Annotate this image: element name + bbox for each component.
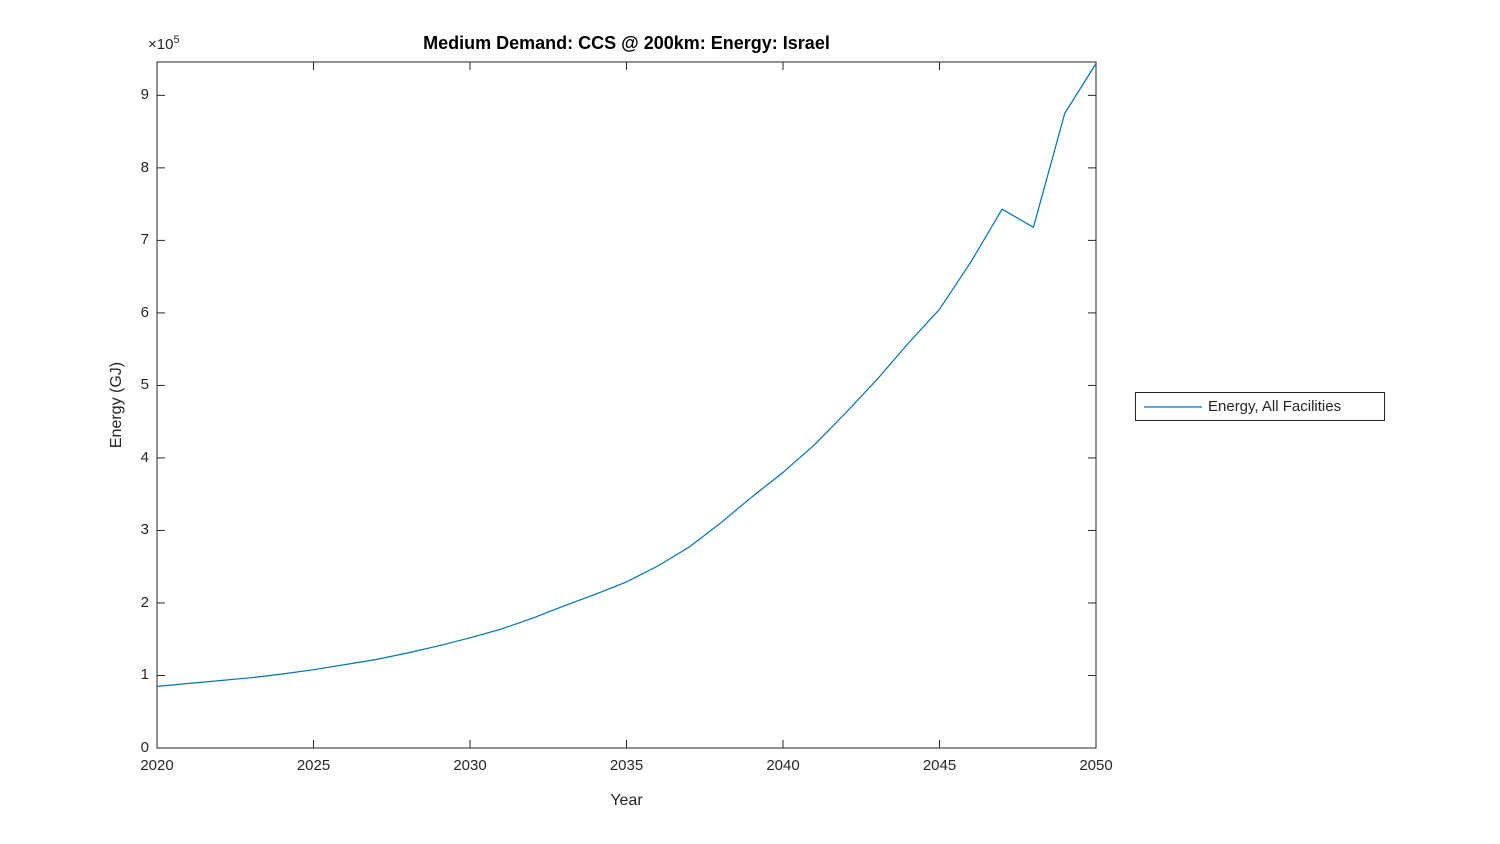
data-line bbox=[156, 63, 1097, 687]
y-tick-label: 5 bbox=[140, 376, 149, 394]
y-tick-label: 8 bbox=[140, 158, 149, 176]
y-tick-label: 0 bbox=[140, 739, 149, 756]
x-tick-label: 2030 bbox=[453, 757, 487, 774]
y-tick-label: 3 bbox=[140, 521, 149, 539]
y-tick-label: 1 bbox=[140, 666, 149, 684]
legend-line-sample bbox=[1144, 405, 1202, 408]
axes-box bbox=[156, 61, 1097, 749]
exponent-power: 5 bbox=[173, 34, 180, 46]
exponent-base: ×10 bbox=[148, 36, 174, 53]
y-tick-label: 4 bbox=[140, 448, 149, 466]
y-tick-label: 9 bbox=[140, 86, 149, 104]
y-tick-label: 6 bbox=[140, 303, 149, 321]
y-axis-label: Energy (GJ) bbox=[108, 361, 125, 449]
y-axis-exponent-label: ×105 bbox=[148, 34, 180, 53]
x-tick-label: 2045 bbox=[922, 757, 957, 774]
y-tick-label: 7 bbox=[140, 231, 149, 249]
y-tick-label: 2 bbox=[140, 593, 149, 611]
x-tick-label: 2050 bbox=[1079, 757, 1113, 774]
x-axis-label: Year bbox=[610, 792, 643, 809]
x-tick-label: 2035 bbox=[609, 757, 644, 774]
x-tick-label: 2020 bbox=[140, 757, 174, 774]
x-tick-label: 2025 bbox=[296, 757, 331, 774]
legend: Energy, All Facilities bbox=[1135, 392, 1385, 421]
legend-entry-label: Energy, All Facilities bbox=[1208, 398, 1342, 415]
chart-title: Medium Demand: CCS @ 200km: Energy: Isra… bbox=[423, 33, 830, 53]
x-tick-label: 2040 bbox=[766, 757, 800, 774]
